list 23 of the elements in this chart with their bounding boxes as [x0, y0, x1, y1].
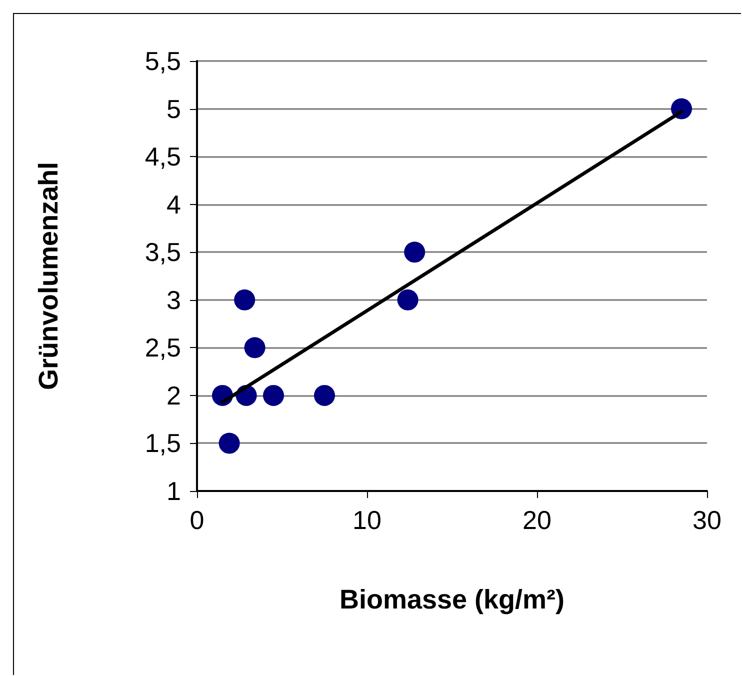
y-tick-label: 3: [166, 284, 181, 315]
point: [234, 289, 256, 310]
point: [263, 384, 284, 406]
y-tick-label: 2: [166, 380, 181, 410]
y-tick-label: 1: [166, 476, 181, 506]
y-tick-label: 2,5: [144, 332, 181, 363]
x-axis-title: Biomasse (kg/m²): [339, 584, 565, 614]
point: [218, 432, 240, 454]
point: [404, 242, 426, 263]
y-axis-title: Grünvolumenzahl: [34, 162, 64, 390]
x-tick-label: 30: [692, 505, 722, 535]
x-tick-label: 10: [352, 505, 382, 535]
y-tick-label: 1,5: [144, 428, 181, 458]
point: [314, 384, 335, 406]
y-tick-label: 4: [166, 189, 181, 220]
y-tick-label: 4,5: [144, 142, 181, 172]
x-tick-label: 20: [522, 505, 552, 535]
point: [244, 337, 266, 358]
y-tick-label: 3,5: [144, 237, 181, 268]
y-tick-label: 5: [166, 94, 181, 124]
point: [397, 289, 418, 310]
y-tick-label: 5,5: [144, 46, 181, 76]
x-tick-label: 0: [190, 505, 204, 535]
